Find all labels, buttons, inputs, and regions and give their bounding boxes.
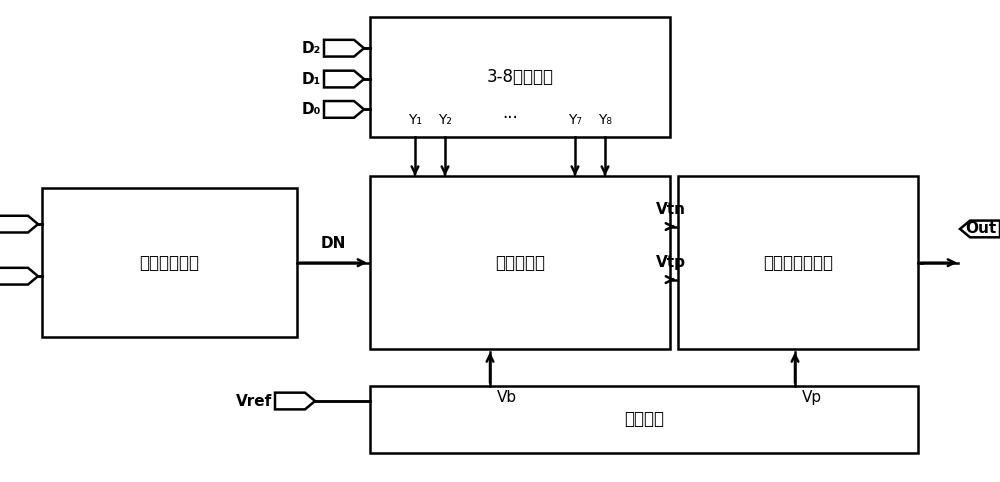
Text: 相位检测电路: 相位检测电路: [140, 254, 200, 272]
Text: Vtn: Vtn: [656, 202, 686, 217]
Polygon shape: [275, 393, 315, 409]
Polygon shape: [324, 40, 364, 56]
Text: Vtp: Vtp: [656, 255, 686, 270]
Text: Vref: Vref: [236, 393, 272, 409]
Text: Out: Out: [965, 221, 996, 237]
Text: Vb: Vb: [497, 390, 517, 405]
Text: DN: DN: [320, 236, 346, 251]
Text: Y₈: Y₈: [598, 113, 612, 127]
Text: 偏置电路: 偏置电路: [624, 410, 664, 428]
Text: Vp: Vp: [802, 390, 822, 405]
Text: Y₂: Y₂: [438, 113, 452, 127]
Text: 轨对轨比较电路: 轨对轨比较电路: [763, 254, 833, 272]
Polygon shape: [0, 268, 38, 284]
Bar: [370, 17, 670, 137]
Bar: [370, 176, 670, 349]
Text: ···: ···: [502, 109, 518, 127]
Text: Y₇: Y₇: [568, 113, 582, 127]
Polygon shape: [324, 71, 364, 87]
Text: D₂: D₂: [302, 40, 321, 56]
Text: 预防大电路: 预防大电路: [495, 254, 545, 272]
Text: D₀: D₀: [302, 102, 321, 117]
Text: 3-8译码电路: 3-8译码电路: [486, 68, 554, 86]
Text: D₁: D₁: [302, 71, 321, 87]
Polygon shape: [0, 216, 38, 232]
Bar: [42, 188, 297, 337]
Polygon shape: [324, 101, 364, 118]
Bar: [678, 176, 918, 349]
Text: Y₁: Y₁: [408, 113, 422, 127]
Bar: [370, 386, 918, 453]
Polygon shape: [960, 221, 1000, 237]
